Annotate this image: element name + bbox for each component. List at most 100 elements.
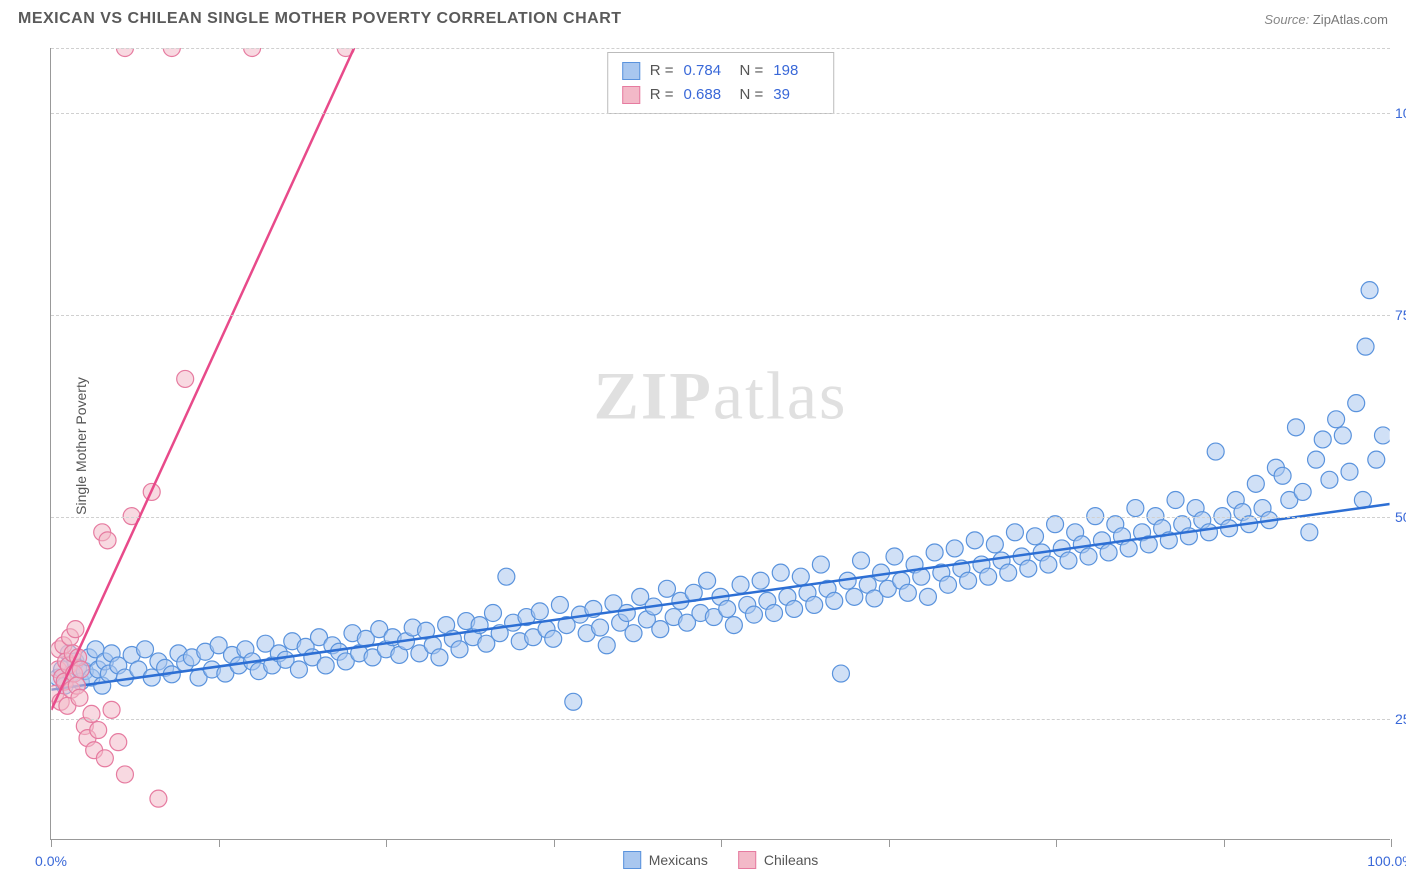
data-point bbox=[1328, 411, 1345, 428]
chart-header: MEXICAN VS CHILEAN SINGLE MOTHER POVERTY… bbox=[0, 0, 1406, 34]
data-point bbox=[598, 637, 615, 654]
data-point bbox=[484, 605, 501, 622]
data-point bbox=[926, 544, 943, 561]
data-point bbox=[1127, 500, 1144, 517]
y-tick-label: 75.0% bbox=[1395, 307, 1406, 323]
legend-label: Chileans bbox=[764, 852, 818, 868]
source-value: ZipAtlas.com bbox=[1313, 12, 1388, 27]
data-point bbox=[1368, 451, 1385, 468]
data-point bbox=[725, 617, 742, 634]
y-tick-label: 100.0% bbox=[1395, 105, 1406, 121]
source-label: Source: bbox=[1264, 12, 1309, 27]
data-point bbox=[899, 584, 916, 601]
x-tick bbox=[721, 839, 722, 847]
x-tick bbox=[219, 839, 220, 847]
data-point bbox=[531, 603, 548, 620]
data-point bbox=[1000, 564, 1017, 581]
data-point bbox=[966, 532, 983, 549]
data-point bbox=[812, 556, 829, 573]
data-point bbox=[919, 588, 936, 605]
swatch-icon bbox=[738, 851, 756, 869]
data-point bbox=[786, 600, 803, 617]
data-point bbox=[1314, 431, 1331, 448]
data-point bbox=[72, 661, 89, 678]
data-point bbox=[1374, 427, 1391, 444]
data-point bbox=[652, 621, 669, 638]
data-point bbox=[90, 722, 107, 739]
data-point bbox=[545, 630, 562, 647]
data-point bbox=[752, 572, 769, 589]
trend-line bbox=[51, 504, 1389, 690]
data-point bbox=[940, 576, 957, 593]
data-point bbox=[290, 661, 307, 678]
data-point bbox=[1027, 528, 1044, 545]
data-point bbox=[1200, 524, 1217, 541]
data-point bbox=[96, 750, 113, 767]
y-tick-label: 50.0% bbox=[1395, 509, 1406, 525]
gridline bbox=[51, 48, 1390, 49]
data-point bbox=[766, 605, 783, 622]
data-point bbox=[658, 580, 675, 597]
data-point bbox=[1294, 483, 1311, 500]
data-point bbox=[116, 766, 133, 783]
data-point bbox=[1006, 524, 1023, 541]
data-point bbox=[1341, 463, 1358, 480]
data-point bbox=[1080, 548, 1097, 565]
x-tick bbox=[889, 839, 890, 847]
swatch-icon bbox=[623, 851, 641, 869]
gridline bbox=[51, 719, 1390, 720]
data-point bbox=[1120, 540, 1137, 557]
legend-item: Mexicans bbox=[623, 851, 708, 869]
x-tick-label: 0.0% bbox=[35, 853, 67, 869]
data-point bbox=[565, 693, 582, 710]
data-point bbox=[792, 568, 809, 585]
data-point bbox=[1040, 556, 1057, 573]
data-point bbox=[699, 572, 716, 589]
data-point bbox=[431, 649, 448, 666]
data-point bbox=[986, 536, 1003, 553]
source-credit: Source: ZipAtlas.com bbox=[1264, 12, 1388, 27]
data-point bbox=[1301, 524, 1318, 541]
data-point bbox=[732, 576, 749, 593]
data-point bbox=[1287, 419, 1304, 436]
y-tick-label: 25.0% bbox=[1395, 711, 1406, 727]
x-tick bbox=[1056, 839, 1057, 847]
data-point bbox=[1047, 516, 1064, 533]
data-point bbox=[625, 625, 642, 642]
data-point bbox=[1100, 544, 1117, 561]
data-point bbox=[1247, 475, 1264, 492]
data-point bbox=[745, 606, 762, 623]
data-point bbox=[1348, 395, 1365, 412]
data-point bbox=[1167, 492, 1184, 509]
x-tick bbox=[554, 839, 555, 847]
data-point bbox=[1060, 552, 1077, 569]
data-point bbox=[1274, 467, 1291, 484]
gridline bbox=[51, 517, 1390, 518]
data-point bbox=[980, 568, 997, 585]
data-point bbox=[110, 734, 127, 751]
scatter-svg bbox=[51, 48, 1390, 839]
x-tick-label: 100.0% bbox=[1367, 853, 1406, 869]
data-point bbox=[1334, 427, 1351, 444]
x-tick bbox=[51, 839, 52, 847]
data-point bbox=[960, 572, 977, 589]
data-point bbox=[832, 665, 849, 682]
data-point bbox=[67, 621, 84, 638]
data-point bbox=[83, 705, 100, 722]
data-point bbox=[772, 564, 789, 581]
data-point bbox=[1207, 443, 1224, 460]
data-point bbox=[1357, 338, 1374, 355]
gridline bbox=[51, 113, 1390, 114]
data-point bbox=[826, 592, 843, 609]
data-point bbox=[719, 600, 736, 617]
series-legend: Mexicans Chileans bbox=[623, 851, 819, 869]
legend-item: Chileans bbox=[738, 851, 818, 869]
data-point bbox=[498, 568, 515, 585]
data-point bbox=[806, 596, 823, 613]
data-point bbox=[618, 605, 635, 622]
data-point bbox=[1020, 560, 1037, 577]
gridline bbox=[51, 315, 1390, 316]
data-point bbox=[846, 588, 863, 605]
data-point bbox=[946, 540, 963, 557]
data-point bbox=[886, 548, 903, 565]
